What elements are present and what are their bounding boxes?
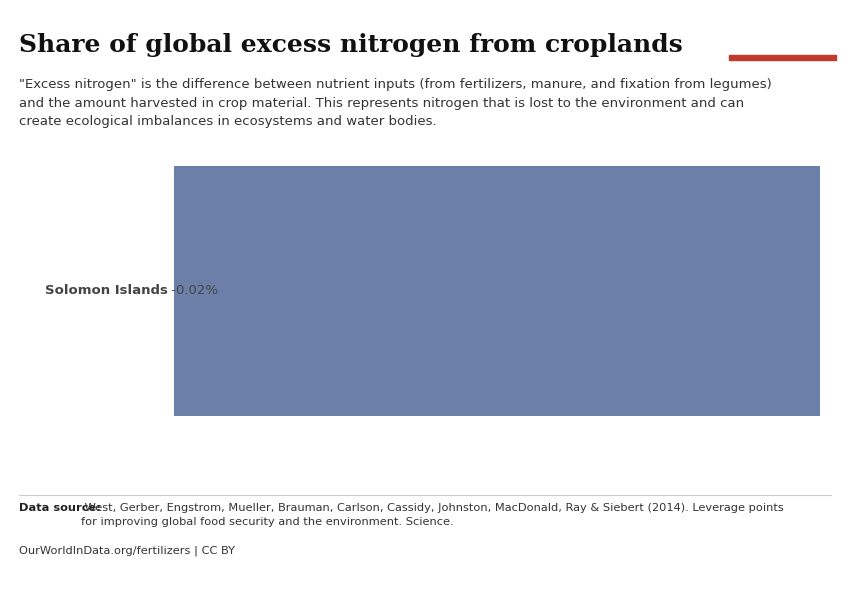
Text: OurWorldInData.org/fertilizers | CC BY: OurWorldInData.org/fertilizers | CC BY [19,546,235,557]
Text: Our World: Our World [751,23,814,34]
Text: West, Gerber, Engstrom, Mueller, Brauman, Carlson, Cassidy, Johnston, MacDonald,: West, Gerber, Engstrom, Mueller, Brauman… [81,503,784,527]
Text: -0.02%: -0.02% [167,284,218,298]
Bar [729,55,836,60]
Text: Data source:: Data source: [19,503,100,513]
Text: Solomon Islands: Solomon Islands [44,284,167,298]
Text: Share of global excess nitrogen from croplands: Share of global excess nitrogen from cro… [19,33,683,57]
Text: in Data: in Data [760,39,805,49]
Text: "Excess nitrogen" is the difference between nutrient inputs (from fertilizers, m: "Excess nitrogen" is the difference betw… [19,78,772,128]
